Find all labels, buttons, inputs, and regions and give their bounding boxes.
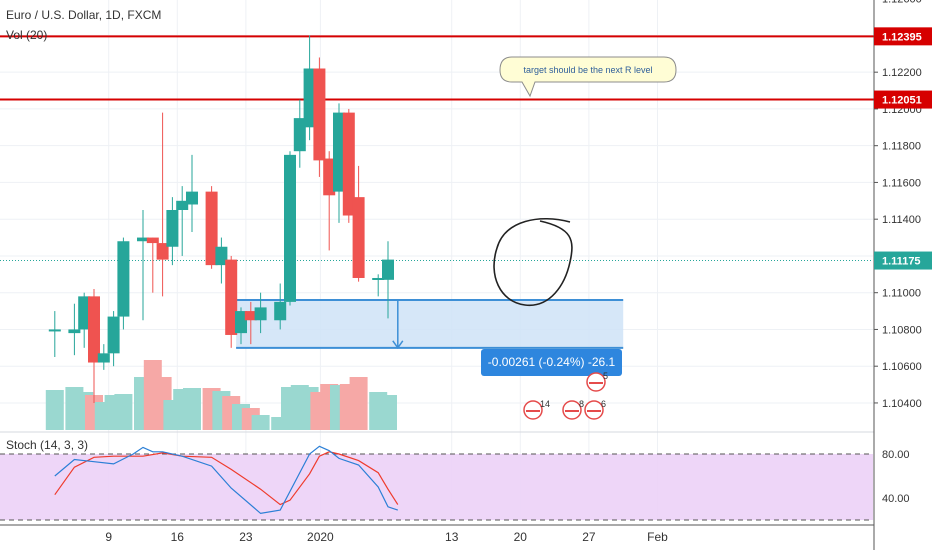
stoch-tick-label: 40.00 [882, 493, 910, 505]
stoch-label: Stoch (14, 3, 3) [6, 438, 89, 452]
event-badge-count: 14 [540, 399, 550, 409]
time-tick-label: 9 [105, 530, 112, 544]
candle-body [303, 68, 316, 128]
price-label-text: 1.11175 [882, 256, 921, 268]
stoch-band [0, 454, 873, 520]
time-tick-label: 20 [514, 530, 528, 544]
callout-bubble [499, 56, 677, 98]
price-label-box [874, 90, 932, 109]
candle-body [274, 301, 287, 321]
candle-body [166, 210, 179, 247]
candle-body [235, 311, 247, 334]
event-badge-count: 8 [579, 399, 584, 409]
price-tick-label: 1.12200 [882, 67, 922, 79]
price-tick-label: 1.10400 [882, 398, 922, 410]
candle-body [137, 237, 149, 242]
price-axis-bg [874, 0, 932, 550]
candle-body [323, 158, 336, 196]
support-zone [236, 300, 624, 348]
event-badge-count: 6 [601, 399, 606, 409]
candle-body [254, 307, 267, 321]
price-tick-label: 1.11400 [882, 214, 921, 226]
candle-body [215, 246, 228, 266]
candle-body [284, 154, 296, 302]
callout-text: target should be the next R level [523, 65, 652, 75]
price-label-text: 1.12051 [882, 95, 922, 107]
hand-drawn-circle [493, 217, 573, 306]
price-tick-label: 1.11600 [882, 177, 921, 189]
measure-label-box [481, 349, 622, 376]
candle-body [97, 353, 110, 363]
price-label-text: 1.12395 [882, 31, 922, 43]
candle-body [176, 200, 189, 210]
time-tick-label: 23 [239, 530, 253, 544]
candle-body [342, 112, 355, 216]
measure-arrow-head [392, 340, 404, 350]
candle-body [352, 197, 365, 278]
price-label-box [874, 27, 932, 46]
candle-body [205, 191, 218, 266]
volume-bar [183, 388, 201, 430]
price-tick-label: 1.10800 [882, 324, 922, 336]
time-tick-label: 2020 [307, 530, 334, 544]
candle-body [293, 118, 306, 152]
candle-body [117, 241, 130, 317]
candle-body [313, 68, 326, 161]
candle-body [382, 259, 394, 280]
measure-label-text: -0.00261 (-0.24%) -26.1 [488, 355, 616, 369]
volume-label: Vol (20) [6, 28, 48, 42]
candle-body [225, 259, 238, 335]
time-tick-label: Feb [647, 530, 668, 544]
candle-body [372, 277, 385, 280]
stoch-d-line [54, 451, 399, 506]
stoch-tick-label: 80.00 [882, 449, 910, 461]
time-tick-label: 27 [582, 530, 596, 544]
volume-bar [45, 390, 64, 430]
volume-bar [349, 377, 368, 430]
candle-body [333, 112, 345, 192]
volume-bar [251, 415, 270, 430]
event-badge-count: 5 [603, 371, 608, 381]
price-tick-label: 1.11000 [882, 288, 921, 300]
price-tick-label: 1.11800 [882, 141, 921, 153]
candle-body [48, 329, 61, 332]
candle-body [146, 237, 159, 244]
time-tick-label: 13 [445, 530, 459, 544]
price-tick-label: 1.12600 [882, 0, 922, 6]
price-label-box [874, 251, 932, 270]
candle-body [107, 316, 120, 354]
symbol-title: Euro / U.S. Dollar, 1D, FXCM [6, 8, 162, 22]
volume-bar [379, 395, 397, 430]
time-tick-label: 16 [171, 530, 185, 544]
price-tick-label: 1.10600 [882, 361, 922, 373]
volume-bar [114, 394, 133, 430]
candle-body [68, 329, 81, 334]
stoch-k-line [54, 445, 398, 515]
candle-body [156, 243, 169, 260]
candle-body [88, 296, 100, 363]
candle-body [244, 311, 257, 321]
candle-body [186, 191, 198, 205]
candle-body [78, 296, 91, 330]
